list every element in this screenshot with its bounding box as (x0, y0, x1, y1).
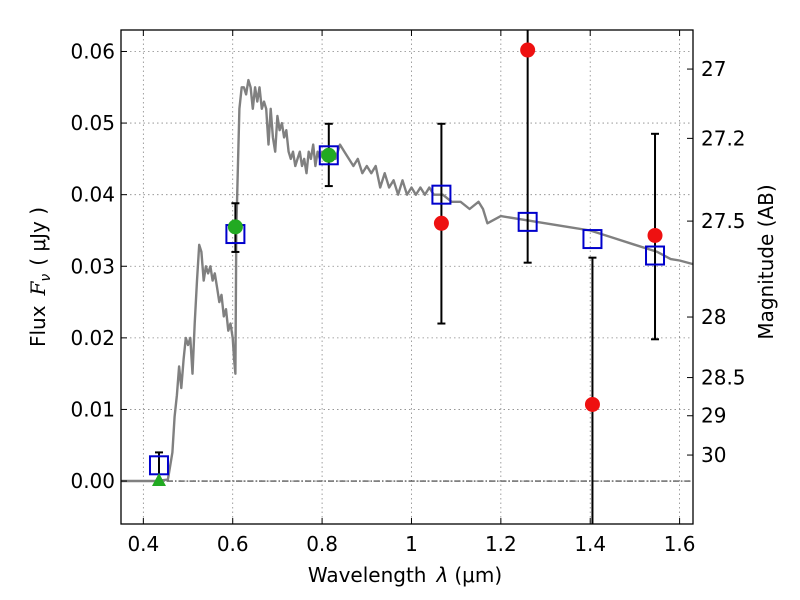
error-bars (154, 30, 660, 524)
plot-area-border (120, 29, 694, 525)
y-tick-label: 0.05 (70, 111, 115, 135)
observed-point (433, 215, 449, 231)
model-photometry-square (517, 211, 538, 232)
y2-tick-label: 28.5 (701, 366, 746, 390)
x-axis-label-symbol: λ (436, 563, 449, 587)
x-tick-label: 0.8 (306, 532, 338, 556)
axis-ticks: 0.4 0.6 0.8 1 1.2 1.4 1.6 0.00 0.01 0.02 0.03 0.04 0… (70, 30, 746, 556)
y-axis-label-symbol: F (26, 280, 50, 296)
upper-limit-triangle (151, 473, 166, 487)
y2-tick-label: 27.5 (701, 209, 746, 233)
x-axis-label-unit: (μm) (454, 563, 502, 587)
model-photometry-square (431, 184, 452, 205)
y2-tick-label: 27 (701, 57, 726, 81)
y-tick-label: 0.00 (70, 469, 115, 493)
y-axis-label-unit: ( μJy ) (26, 207, 50, 266)
model-photometry-square (318, 145, 339, 166)
x-tick-label: 1.2 (485, 532, 517, 556)
x-tick-label: 1.6 (664, 532, 696, 556)
observed-point (647, 227, 663, 243)
grid-lines (121, 30, 693, 524)
model-spectrum (121, 78, 694, 483)
y-axis-label-subscript: ν (38, 274, 54, 282)
y-axis-label: Flux Fν ( μJy ) (26, 207, 54, 347)
x-tick-label: 1.4 (574, 532, 606, 556)
plot-frame (120, 29, 694, 525)
y-tick-label: 0.01 (70, 397, 115, 421)
x-tick-label: 1 (405, 532, 418, 556)
x-tick-label: 0.4 (127, 532, 159, 556)
observed-point (321, 147, 337, 163)
y2-axis-label: Magnitude (AB) (754, 184, 778, 339)
observed-point (227, 219, 243, 235)
y2-tick-label: 27.2 (701, 126, 746, 150)
x-axis-label-text: Wavelength (308, 563, 427, 587)
y2-tick-label: 30 (701, 443, 726, 467)
observed-point (584, 396, 600, 412)
y-tick-label: 0.02 (70, 326, 115, 350)
x-axis-label: Wavelength λ (μm) (308, 563, 502, 587)
x-tick-label: 0.6 (217, 532, 249, 556)
photometry-markers (148, 42, 666, 487)
y-axis-label-text: Flux (26, 305, 50, 347)
y2-tick-label: 29 (701, 404, 726, 428)
y2-tick-label: 28 (701, 305, 726, 329)
y-tick-label: 0.03 (70, 254, 115, 278)
model-photometry-square (645, 245, 666, 266)
y-tick-label: 0.04 (70, 183, 115, 207)
model-photometry-square (582, 229, 603, 250)
spectrum-line (121, 78, 694, 483)
observed-point (520, 42, 536, 58)
y-tick-label: 0.06 (70, 39, 115, 63)
